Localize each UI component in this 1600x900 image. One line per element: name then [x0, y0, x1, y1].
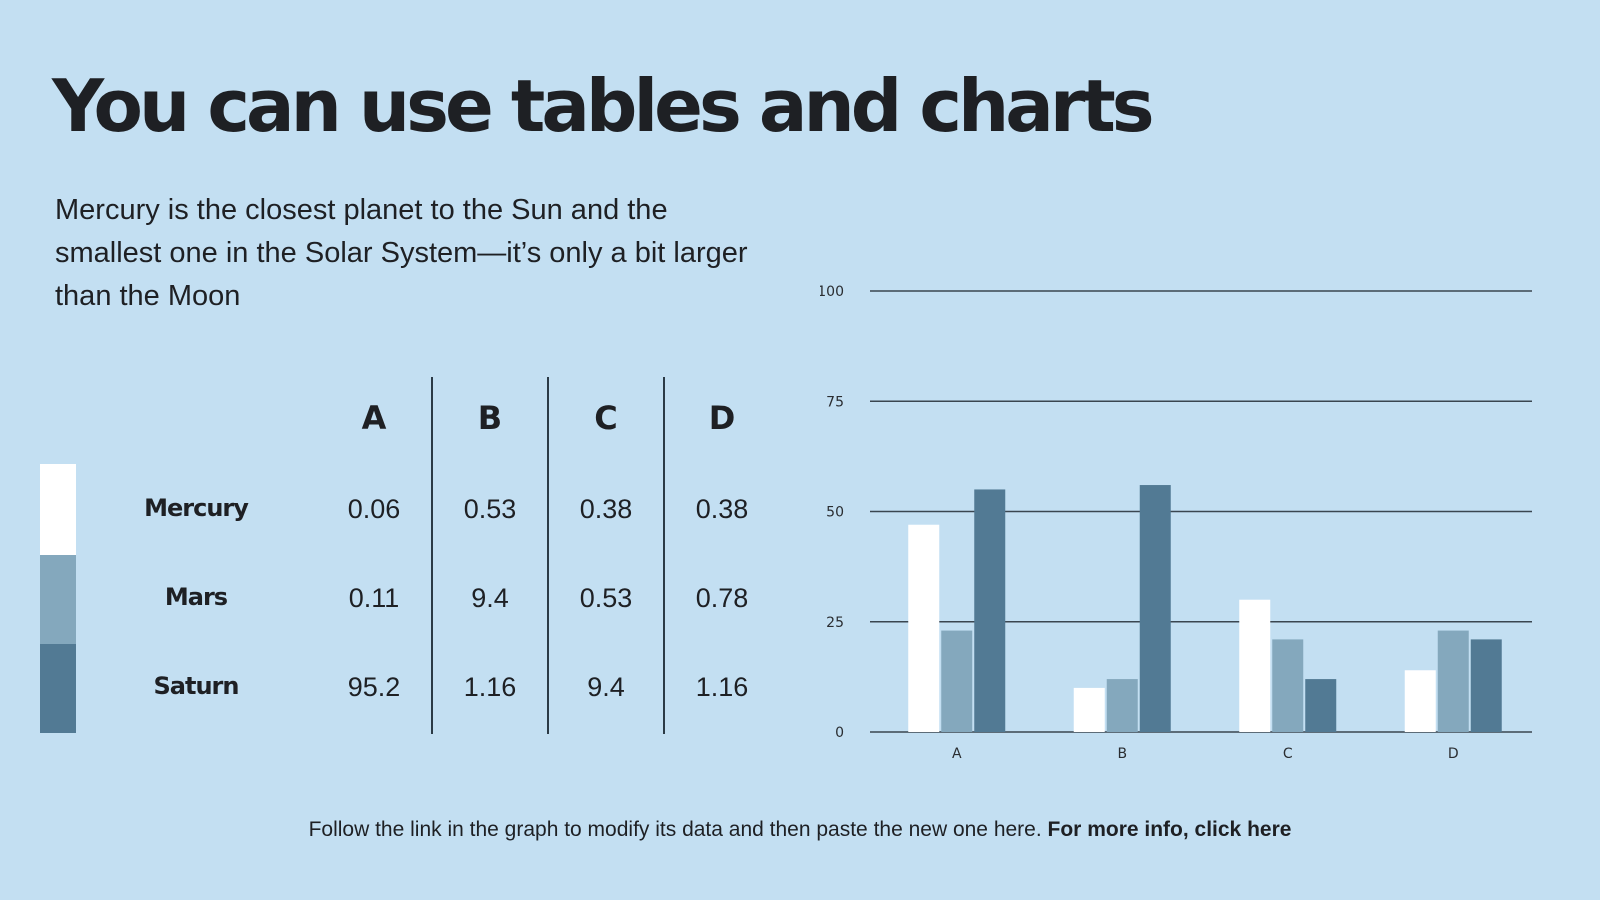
table-row-label: Mercury — [144, 494, 249, 522]
table-cell: 0.11 — [348, 583, 400, 613]
chart-x-tick-label: A — [952, 746, 962, 762]
chart-bar — [974, 489, 1006, 732]
legend-swatch-saturn — [40, 644, 76, 733]
chart-bar — [1437, 630, 1469, 732]
table-column-header: D — [708, 399, 736, 437]
table-row-label: Mars — [164, 583, 228, 611]
chart-bar — [1404, 670, 1436, 732]
table-cell: 0.53 — [463, 494, 517, 524]
table-column-divider — [663, 377, 665, 734]
table-cell: 0.38 — [579, 494, 633, 524]
chart-bar — [1073, 687, 1105, 732]
table-cell: 1.16 — [695, 672, 749, 702]
table-cell: 0.06 — [347, 494, 401, 524]
legend-swatch-mercury — [40, 464, 76, 555]
legend-swatch-mars — [40, 555, 76, 644]
chart-bar — [941, 630, 973, 732]
chart-bar — [1106, 679, 1138, 732]
footer-text: Follow the link in the graph to modify i… — [308, 818, 1042, 841]
chart-bar — [1272, 639, 1304, 732]
table-cell: 0.38 — [695, 494, 749, 524]
chart-bar — [1305, 679, 1337, 732]
chart-bar — [1239, 599, 1271, 732]
more-info-link[interactable]: For more info, click here — [1047, 818, 1292, 841]
chart-x-tick-label: C — [1283, 746, 1293, 762]
chart-y-tick-label: 25 — [826, 615, 844, 631]
chart-x-tick-label: B — [1117, 746, 1127, 762]
table-column-divider — [547, 377, 549, 734]
chart-x-tick-label: D — [1448, 746, 1459, 762]
table-cell: 9.4 — [471, 583, 509, 613]
table-cell: 9.4 — [587, 672, 625, 702]
table-cell: 95.2 — [347, 672, 401, 702]
chart-y-tick-label: 100 — [820, 284, 844, 300]
chart-bar — [1470, 639, 1502, 732]
chart-y-tick-label: 50 — [826, 505, 844, 521]
bar-chart[interactable]: 0 25 50 75 100 A B C D — [820, 270, 1540, 770]
table-column-header: A — [361, 399, 387, 437]
table-row-label: Saturn — [153, 672, 240, 700]
chart-y-tick-label: 0 — [835, 725, 844, 741]
chart-y-tick-label: 75 — [826, 394, 844, 410]
table-column-header: B — [477, 399, 503, 437]
footer-note: Follow the link in the graph to modify i… — [0, 815, 1600, 845]
table-cell: 0.53 — [579, 583, 633, 613]
intro-paragraph: Mercury is the closest planet to the Sun… — [55, 194, 748, 312]
table-column-header: C — [594, 399, 618, 437]
table-cell: 1.16 — [463, 672, 517, 702]
chart-bar — [1139, 485, 1171, 732]
table-cell: 0.78 — [695, 583, 749, 613]
table-column-divider — [431, 377, 433, 734]
page-title: You can use tables and charts — [52, 64, 1155, 148]
chart-bar — [908, 524, 940, 732]
